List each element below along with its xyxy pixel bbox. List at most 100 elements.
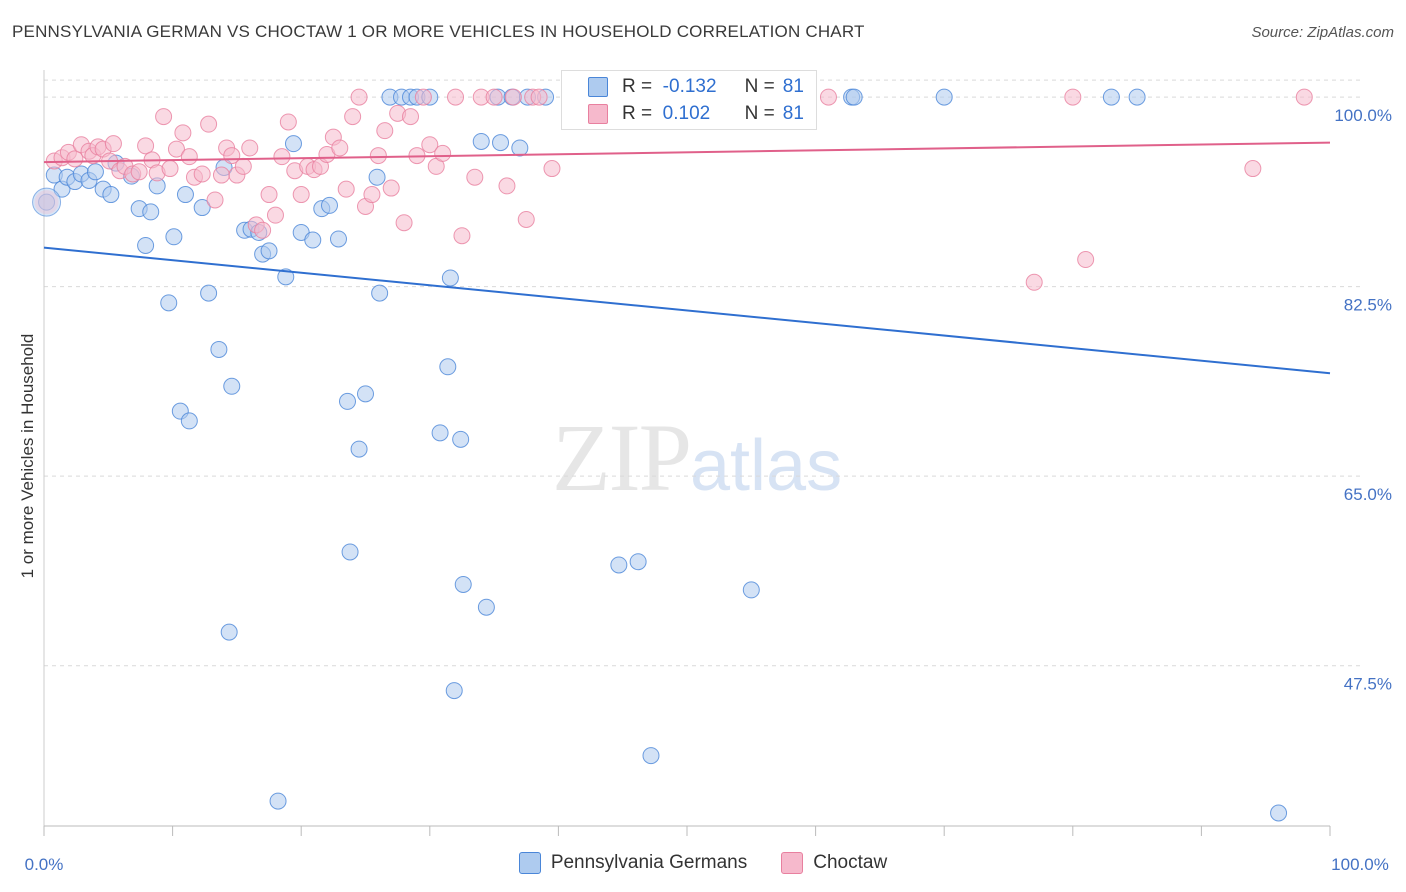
stats-legend-row-choctaw: R = 0.102 N = 81 (588, 101, 804, 127)
point-choctaw (337, 180, 355, 198)
point-pennsylvania-germans (454, 575, 472, 593)
point-pennsylvania-germans (200, 284, 218, 302)
blue-swatch (518, 852, 541, 874)
point-pennsylvania-germans (304, 231, 322, 249)
point-choctaw (180, 148, 198, 166)
point-choctaw (421, 136, 439, 154)
point-pennsylvania-germans (431, 424, 449, 442)
legend-item-choctaw[interactable]: Choctaw (781, 852, 887, 874)
point-pennsylvania-germans (180, 412, 198, 430)
point-choctaw (174, 124, 192, 142)
point-choctaw (498, 177, 516, 195)
point-pennsylvania-germans (441, 269, 459, 287)
point-pennsylvania-germans (350, 440, 368, 458)
point-choctaw (382, 179, 400, 197)
point-choctaw (517, 210, 535, 228)
point-pennsylvania-germans (935, 88, 953, 106)
y-axis-label: 1 or more Vehicles in Household (18, 333, 37, 579)
point-choctaw (155, 108, 173, 126)
point-choctaw (453, 227, 471, 245)
point-pennsylvania-germans (160, 294, 178, 312)
point-pennsylvania-germans (610, 556, 628, 574)
point-pennsylvania-germans (445, 682, 463, 700)
point-pennsylvania-germans (223, 377, 241, 395)
point-pennsylvania-germans (320, 196, 338, 214)
point-choctaw (344, 108, 362, 126)
point-pennsylvania-germans (102, 186, 120, 204)
legend-label: Pennsylvania Germans (550, 852, 748, 873)
point-choctaw (1295, 88, 1313, 106)
point-choctaw (331, 139, 349, 157)
x-tick-label-min: 0.0% (25, 855, 64, 874)
trend-line-choctaw (43, 141, 1331, 164)
point-choctaw (530, 88, 548, 106)
point-pennsylvania-germans (137, 236, 155, 254)
point-cluster-choctaw (34, 190, 59, 215)
y-tick-label: 65.0% (1344, 485, 1392, 504)
r-label: R = (622, 103, 653, 124)
point-pennsylvania-germans (1102, 88, 1120, 106)
point-choctaw (167, 140, 185, 158)
point-choctaw (137, 137, 155, 155)
point-choctaw (543, 160, 561, 178)
point-pennsylvania-germans (284, 135, 302, 153)
point-pennsylvania-germans (368, 168, 386, 186)
r-label: R = (622, 76, 653, 97)
point-pennsylvania-germans (220, 623, 238, 641)
legend-item-pennsylvania-germans[interactable]: Pennsylvania Germans (518, 852, 748, 874)
point-pennsylvania-germans (439, 358, 457, 376)
point-choctaw (414, 88, 432, 106)
point-pennsylvania-germans (277, 268, 295, 286)
point-choctaw (273, 148, 291, 166)
point-choctaw (819, 88, 837, 106)
point-choctaw (447, 88, 465, 106)
point-pennsylvania-germans (452, 430, 470, 448)
point-cluster-pennsylvania-germans (32, 187, 62, 217)
point-pennsylvania-germans (176, 186, 194, 204)
point-pennsylvania-germans (210, 340, 228, 358)
point-choctaw (504, 88, 522, 106)
point-pennsylvania-germans (472, 132, 490, 150)
point-choctaw (1244, 160, 1262, 178)
point-pennsylvania-germans (341, 543, 359, 561)
point-choctaw (206, 191, 224, 209)
r-value: 0.102 (662, 103, 711, 124)
trend-line-pennsylvania-germans (43, 246, 1331, 375)
r-value: -0.132 (662, 76, 717, 97)
point-choctaw (363, 186, 381, 204)
point-pennsylvania-germans (193, 199, 211, 217)
point-choctaw (350, 88, 368, 106)
y-tick-label: 82.5% (1344, 296, 1392, 315)
legend-label: Choctaw (813, 852, 888, 873)
point-choctaw (193, 165, 211, 183)
point-pennsylvania-germans (742, 581, 760, 599)
point-pennsylvania-germans (338, 392, 356, 410)
watermark-zip: ZIP (552, 404, 692, 511)
pink-swatch (588, 104, 608, 124)
point-choctaw (130, 163, 148, 181)
point-choctaw (1025, 273, 1043, 291)
point-choctaw (260, 186, 278, 204)
point-choctaw (376, 122, 394, 140)
point-pennsylvania-germans (86, 163, 104, 181)
n-value: 81 (782, 103, 804, 124)
watermark: ZIPatlas (552, 402, 842, 513)
point-choctaw (395, 214, 413, 232)
y-tick-label: 47.5% (1344, 675, 1392, 694)
blue-swatch (588, 77, 608, 97)
point-choctaw (254, 221, 272, 239)
point-pennsylvania-germans (845, 88, 863, 106)
point-pennsylvania-germans (492, 134, 510, 152)
point-pennsylvania-germans (477, 598, 495, 616)
point-pennsylvania-germans (165, 228, 183, 246)
watermark-atlas: atlas (690, 426, 843, 506)
point-pennsylvania-germans (511, 139, 529, 157)
point-pennsylvania-germans (142, 203, 160, 221)
stats-legend: R = -0.132 N = 81 R = 0.102 N = 81 (561, 70, 817, 130)
point-choctaw (466, 168, 484, 186)
pink-swatch (781, 852, 804, 874)
point-choctaw (485, 88, 503, 106)
point-choctaw (200, 115, 218, 133)
point-choctaw (241, 139, 259, 157)
